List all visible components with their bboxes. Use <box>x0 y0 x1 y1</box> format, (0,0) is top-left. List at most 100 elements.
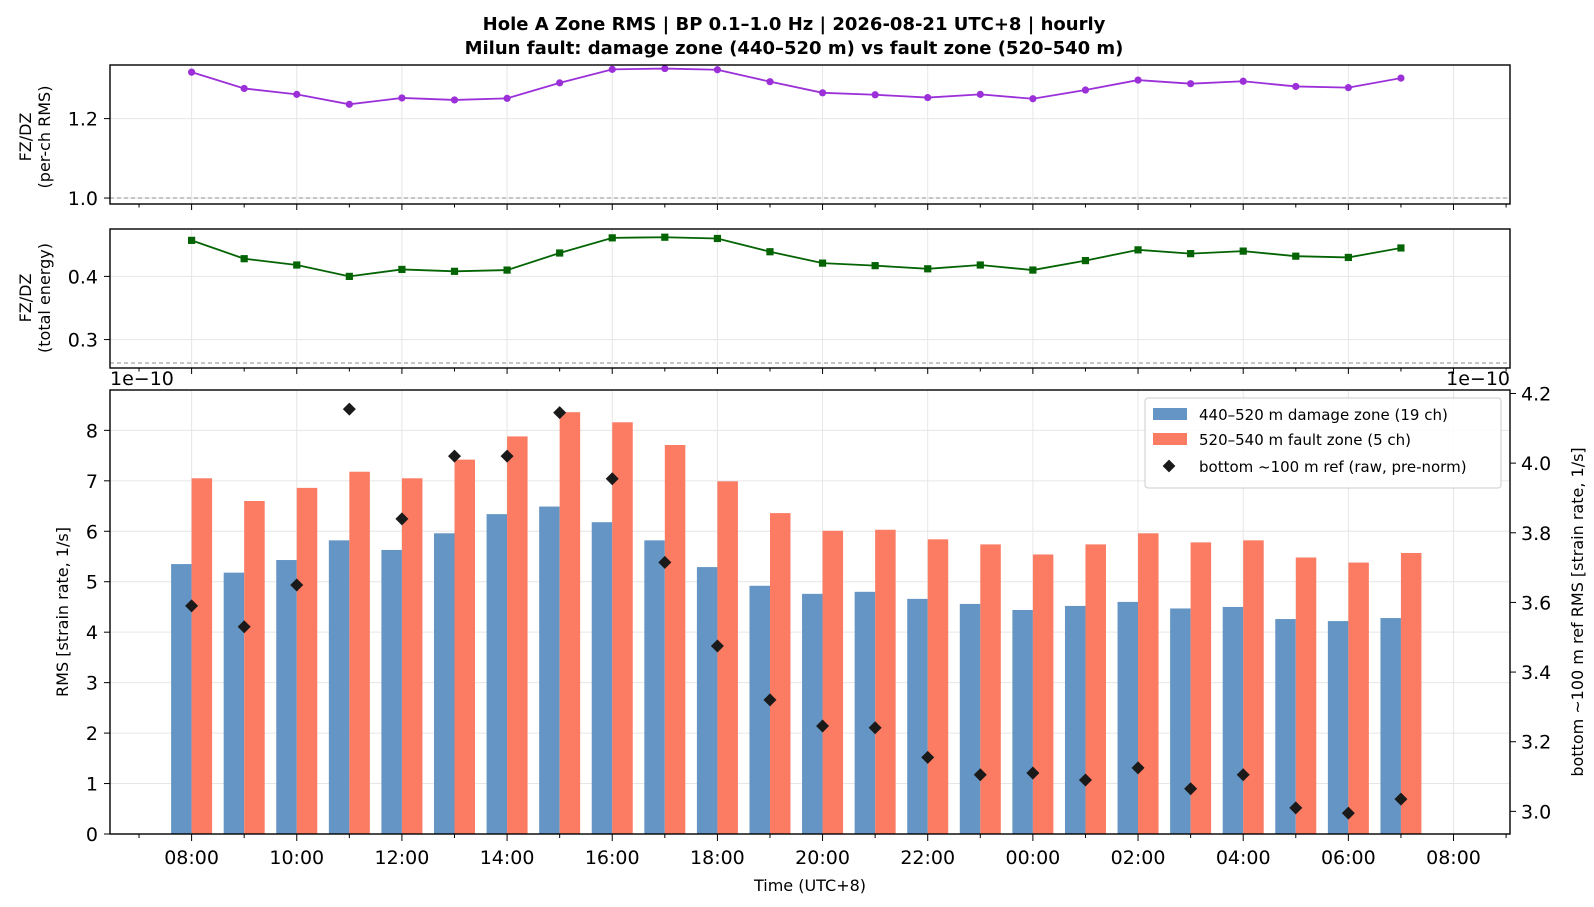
y-tick-label: 1 <box>86 774 98 796</box>
bar-fault-zone <box>980 544 1001 834</box>
bar-damage-zone <box>959 603 981 834</box>
data-point <box>818 89 827 97</box>
marker-bottom-ref <box>1078 773 1092 787</box>
legend-label-fault-zone: 520–540 m fault zone (5 ch) <box>1199 431 1411 449</box>
legend: 440–520 m damage zone (19 ch) 520–540 m … <box>1144 397 1502 489</box>
bar-fault-zone <box>507 436 528 834</box>
x-tick-label: 08:00 <box>164 847 219 869</box>
y-tick-label: 4 <box>86 622 98 644</box>
bar-damage-zone <box>1170 608 1191 834</box>
ratio-energy-series <box>188 233 1405 280</box>
marker-bottom-ref <box>973 768 987 782</box>
marker-bottom-ref <box>1184 782 1198 796</box>
bar-damage-zone <box>328 540 350 834</box>
data-point <box>871 91 879 99</box>
data-point <box>1187 250 1195 258</box>
x-tick-label: 10:00 <box>269 847 324 869</box>
data-point <box>1134 246 1142 254</box>
data-point <box>556 79 564 87</box>
bar-fault-zone <box>1032 554 1054 834</box>
y2-tick-label: 3.2 <box>1521 732 1551 754</box>
right-offset-label: 1e−10 <box>1446 368 1510 390</box>
ratio-energy-ylabel-line2: (total energy) <box>35 243 54 353</box>
bar-fault-zone <box>1138 533 1159 834</box>
series-line <box>191 236 1402 278</box>
bar-damage-zone <box>381 549 402 834</box>
x-tick-label: 04:00 <box>1216 847 1271 869</box>
marker-bottom-ref <box>553 406 567 420</box>
bar-fault-zone <box>875 529 896 834</box>
marker-bottom-ref <box>1289 801 1303 815</box>
bar-fault-zone <box>612 422 633 834</box>
marker-bottom-ref <box>921 750 935 764</box>
data-point <box>766 78 774 86</box>
marker-bottom-ref <box>290 578 304 592</box>
data-point <box>608 234 616 242</box>
x-tick-label: 22:00 <box>900 847 955 869</box>
y2-tick-label: 3.0 <box>1521 801 1551 823</box>
data-point <box>871 262 879 270</box>
data-point <box>398 94 406 102</box>
x-tick-label: 14:00 <box>480 847 535 869</box>
left-offset-label: 1e−10 <box>110 368 174 390</box>
data-point <box>924 93 932 102</box>
bar-damage-zone <box>1380 618 1401 834</box>
y-tick-label: 2 <box>86 723 98 745</box>
bar-fault-zone <box>1243 540 1264 834</box>
x-tick-label: 06:00 <box>1321 847 1376 869</box>
chart-title: Hole A Zone RMS | BP 0.1–1.0 Hz | 2026-0… <box>483 14 1106 35</box>
ratio-energy-y-ticks: 0.3 0.4 <box>68 266 110 352</box>
rms-xlabel: Time (UTC+8) <box>753 876 866 895</box>
ratio-rms-x-ticks <box>138 204 1507 210</box>
data-point <box>1081 86 1090 94</box>
ratio-rms-y-ticks: 1.0 1.2 <box>68 109 110 210</box>
legend-swatch-fault-zone <box>1153 433 1187 445</box>
bottom-ref-markers <box>185 402 1408 820</box>
bar-fault-zone <box>822 530 844 834</box>
marker-bottom-ref <box>1394 792 1408 806</box>
data-point <box>766 248 774 256</box>
x-tick-label: 16:00 <box>585 847 640 869</box>
marker-bottom-ref <box>868 721 882 735</box>
bar-damage-zone <box>1012 609 1033 834</box>
rms-panel: 08:00 10:00 12:00 14:00 16:00 18:00 20:00 22:00… <box>53 368 1587 895</box>
marker-bottom-ref <box>1341 806 1355 820</box>
bar-fault-zone <box>1295 557 1317 834</box>
y2-tick-label: 3.8 <box>1521 523 1551 545</box>
y-tick-label: 7 <box>86 471 98 493</box>
bar-fault-zone <box>349 471 370 834</box>
marker-bottom-ref <box>1026 766 1040 780</box>
ratio-energy-frame <box>109 228 1511 369</box>
bar-fault-zone <box>769 513 791 834</box>
rms-frame <box>109 389 1511 835</box>
data-point <box>450 96 459 104</box>
data-point <box>345 272 353 280</box>
x-tick-label: 02:00 <box>1111 847 1166 869</box>
bar-damage-zone <box>1327 621 1349 834</box>
data-point <box>1239 247 1247 255</box>
rms-ylabel: RMS [strain rate, 1/s] <box>53 527 72 697</box>
x-tick-label: 12:00 <box>375 847 430 869</box>
bar-fault-zone <box>454 459 475 834</box>
bar-damage-zone <box>171 564 192 834</box>
ratio-energy-ylabel-line1: FZ/DZ <box>16 274 35 323</box>
y-tick-label: 6 <box>86 521 98 543</box>
data-point <box>1029 266 1037 274</box>
bar-damage-zone <box>854 591 876 834</box>
bar-damage-zone <box>223 572 245 834</box>
y2-tick-label: 4.2 <box>1521 383 1551 405</box>
y-tick-label: 0 <box>86 824 98 846</box>
rms-x-ticks: 08:00 10:00 12:00 14:00 16:00 18:00 20:00 22:00… <box>138 834 1507 869</box>
legend-label-damage-zone: 440–520 m damage zone (19 ch) <box>1199 406 1448 424</box>
marker-bottom-ref <box>1236 768 1250 782</box>
data-point <box>1397 244 1405 252</box>
data-point <box>713 234 721 243</box>
bar-fault-zone <box>927 539 949 834</box>
ratio-energy-x-ticks <box>138 368 1507 374</box>
bar-fault-zone <box>717 481 738 834</box>
data-point <box>1029 95 1037 103</box>
bar-fault-zone <box>401 478 423 834</box>
data-point <box>188 236 196 244</box>
bar-fault-zone <box>244 501 265 834</box>
